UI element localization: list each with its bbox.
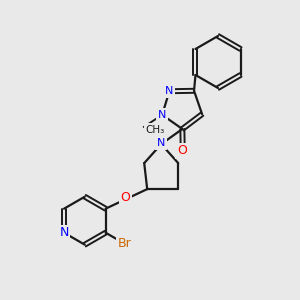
Text: Br: Br — [118, 237, 131, 250]
Text: N: N — [157, 138, 165, 148]
Text: O: O — [177, 145, 187, 158]
Text: N: N — [59, 226, 69, 239]
Text: O: O — [121, 191, 130, 204]
Text: N: N — [158, 110, 166, 120]
Text: N: N — [165, 86, 173, 96]
Text: CH₃: CH₃ — [146, 125, 165, 135]
